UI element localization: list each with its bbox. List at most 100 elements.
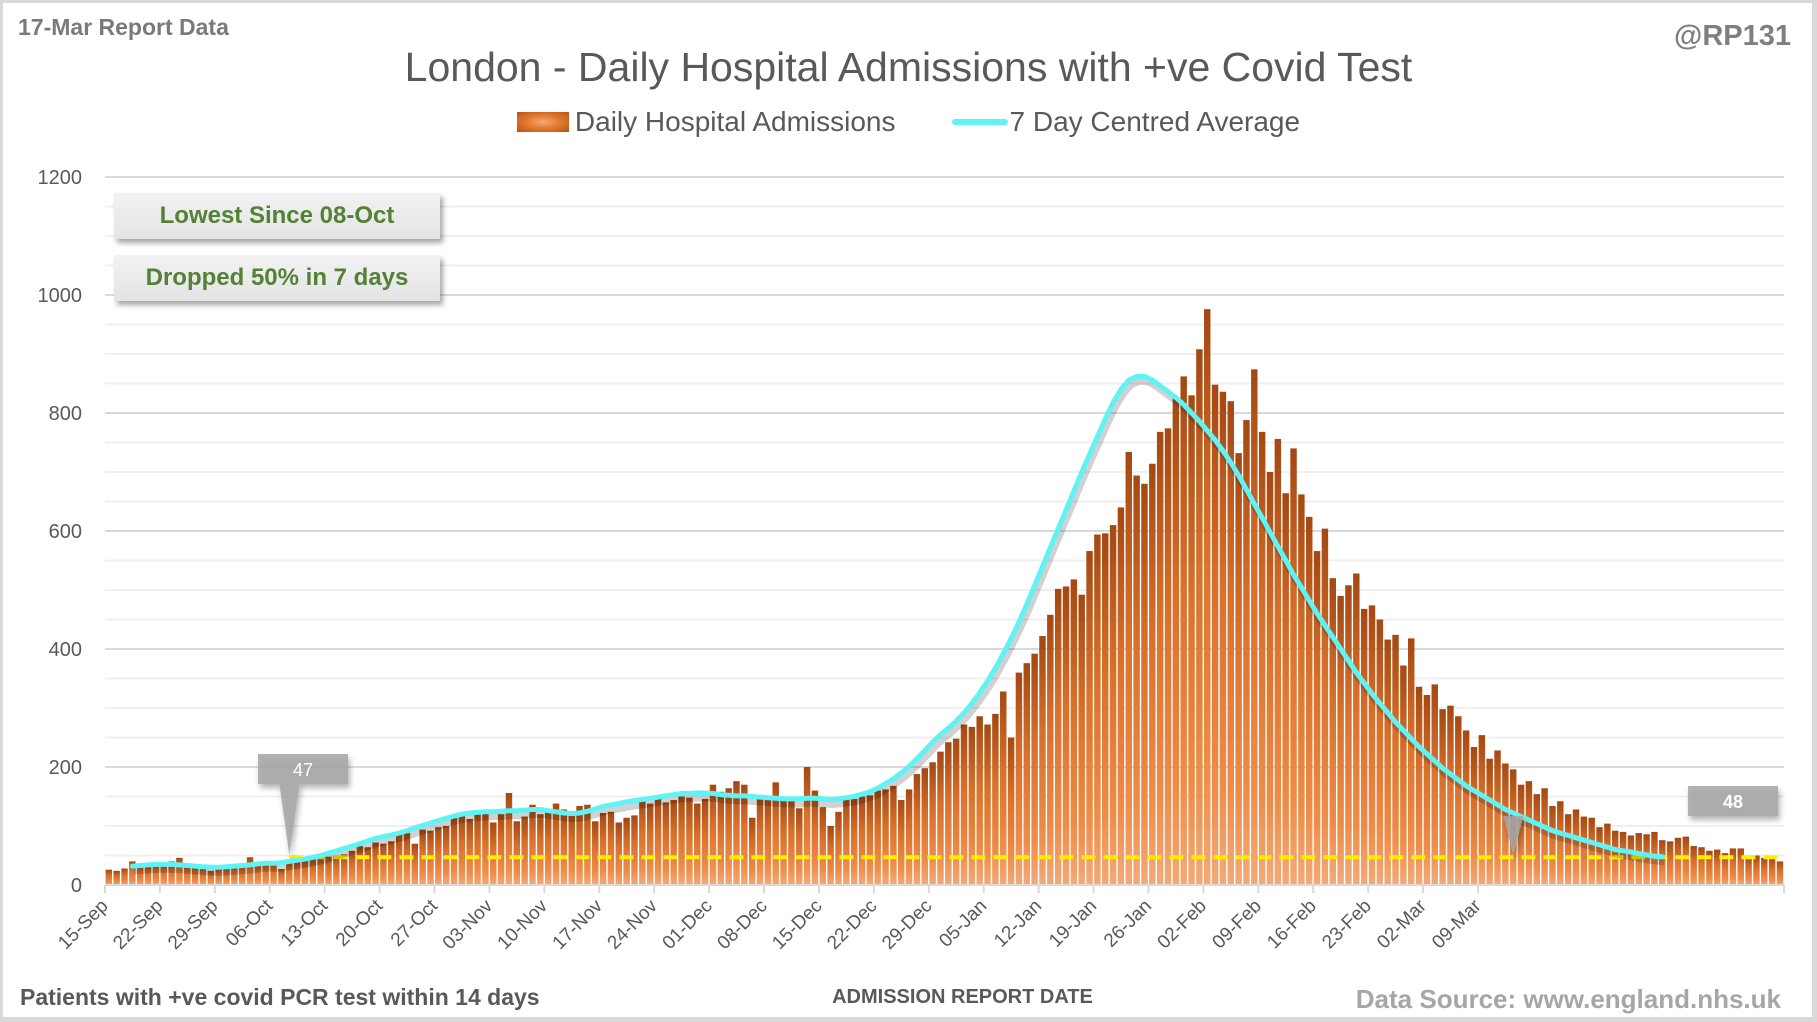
x-tick-label: 16-Feb <box>1263 896 1320 953</box>
callout-left-box <box>258 754 348 784</box>
callout-right-box <box>1688 786 1778 816</box>
bar <box>1698 847 1705 885</box>
bar <box>1478 735 1486 885</box>
bar <box>333 855 340 885</box>
bar-series <box>105 309 1784 886</box>
bar <box>623 817 630 885</box>
callout-right-pointer <box>1503 816 1524 856</box>
bar <box>1470 746 1478 885</box>
annotation-lowest-since: Lowest Since 08-Oct <box>114 193 440 239</box>
bar <box>678 796 685 885</box>
average-line <box>130 373 1665 870</box>
bar <box>1494 750 1501 885</box>
callout-left: 47 <box>258 754 348 856</box>
bar <box>1392 634 1399 885</box>
x-tick-label: 13-Oct <box>277 895 333 951</box>
bar <box>356 846 364 885</box>
bar <box>1368 605 1376 885</box>
bar <box>1188 395 1195 885</box>
bar <box>505 792 513 885</box>
bar <box>835 811 842 885</box>
bar <box>1345 585 1352 885</box>
bar <box>694 803 701 885</box>
bar <box>1384 639 1391 885</box>
gridlines <box>105 176 1784 857</box>
bar <box>1643 834 1650 885</box>
y-tick-label: 0 <box>71 875 82 897</box>
bar <box>1502 763 1509 885</box>
bar <box>1329 578 1336 885</box>
x-tick-label: 20-Oct <box>332 895 388 951</box>
bar <box>1721 853 1729 885</box>
bar <box>850 798 858 885</box>
bar <box>1400 665 1407 885</box>
x-tick-label: 26-Jan <box>1100 896 1156 952</box>
x-tick-label: 22-Sep <box>109 896 167 954</box>
bar <box>286 861 293 885</box>
bar <box>1768 857 1776 885</box>
bar <box>1682 836 1690 885</box>
bar <box>168 861 175 885</box>
bar <box>1337 595 1344 885</box>
bar <box>788 797 795 885</box>
bar <box>325 856 332 885</box>
legend: Daily Hospital Admissions 7 Day Centred … <box>0 106 1817 138</box>
bar <box>537 814 544 885</box>
bar <box>490 822 497 885</box>
bar <box>270 861 277 885</box>
bar <box>1062 586 1070 885</box>
x-tick-label: 03-Nov <box>439 895 498 954</box>
bar <box>992 713 999 885</box>
bar <box>866 795 874 885</box>
bar <box>780 798 787 885</box>
x-tick-label: 09-Feb <box>1208 896 1265 953</box>
bar <box>482 811 489 885</box>
bar <box>1353 573 1360 885</box>
bar <box>121 868 128 885</box>
bar <box>1690 846 1697 885</box>
bar <box>176 857 183 885</box>
bar <box>152 862 160 885</box>
bar <box>411 843 419 885</box>
bar <box>882 789 889 885</box>
bar <box>1180 376 1187 885</box>
bar <box>1525 781 1533 885</box>
bar <box>1156 431 1164 885</box>
bar <box>1251 369 1258 886</box>
bar <box>231 864 238 885</box>
bar <box>670 800 677 885</box>
bar <box>568 813 575 885</box>
bar <box>309 859 317 885</box>
bar <box>686 797 693 885</box>
average-line-series <box>130 373 1665 876</box>
bar <box>1094 534 1101 885</box>
x-tick-label: 15-Dec <box>768 896 826 954</box>
bar <box>1298 494 1305 885</box>
bar <box>1588 817 1595 885</box>
bar <box>1031 653 1038 885</box>
bar <box>709 784 717 885</box>
bar <box>1290 448 1297 885</box>
bar <box>199 867 207 885</box>
bar <box>615 822 623 885</box>
bar <box>1761 857 1768 885</box>
bar <box>529 804 536 885</box>
x-tick-label: 08-Dec <box>713 896 771 954</box>
bar <box>1415 686 1423 885</box>
bar <box>552 803 560 885</box>
bar <box>701 798 709 885</box>
bar <box>576 805 583 885</box>
bar <box>1172 398 1180 885</box>
bar <box>1745 856 1752 885</box>
bar <box>129 861 136 885</box>
bar <box>1713 849 1721 885</box>
bar <box>136 863 144 885</box>
bar <box>654 798 662 885</box>
bar <box>717 791 725 885</box>
bar <box>1141 483 1148 885</box>
bar <box>764 797 772 885</box>
bar <box>1039 636 1046 885</box>
bar <box>1086 551 1093 885</box>
bar <box>513 821 521 885</box>
